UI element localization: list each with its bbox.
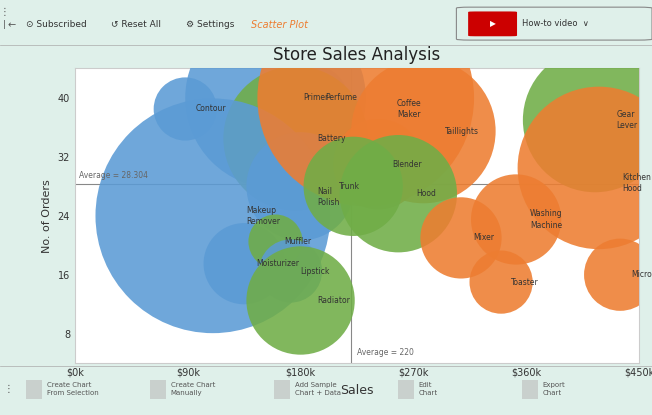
Point bbox=[271, 238, 281, 245]
Text: |: | bbox=[3, 20, 6, 29]
Point bbox=[418, 128, 428, 134]
FancyBboxPatch shape bbox=[274, 380, 290, 399]
Point bbox=[361, 95, 371, 101]
Title: Store Sales Analysis: Store Sales Analysis bbox=[273, 46, 441, 64]
Text: Create Chart
Manually: Create Chart Manually bbox=[171, 382, 215, 396]
Text: Primer: Primer bbox=[303, 93, 329, 103]
FancyBboxPatch shape bbox=[150, 380, 166, 399]
Point bbox=[286, 268, 296, 274]
Text: ⊙ Subscribed: ⊙ Subscribed bbox=[26, 20, 87, 29]
Text: Average = 28.304: Average = 28.304 bbox=[79, 171, 148, 180]
Point bbox=[207, 212, 218, 219]
Point bbox=[180, 106, 190, 112]
FancyBboxPatch shape bbox=[456, 7, 652, 40]
FancyBboxPatch shape bbox=[468, 12, 517, 36]
Point bbox=[348, 183, 359, 190]
Text: Lipstick: Lipstick bbox=[301, 266, 330, 276]
FancyBboxPatch shape bbox=[398, 380, 414, 399]
Point bbox=[373, 161, 383, 168]
Point bbox=[590, 117, 600, 123]
Text: Makeup
Remover: Makeup Remover bbox=[246, 206, 280, 226]
Point bbox=[310, 95, 321, 101]
Text: Contour: Contour bbox=[196, 105, 226, 113]
Text: Taillights: Taillights bbox=[445, 127, 479, 136]
Text: Scatter Plot: Scatter Plot bbox=[251, 20, 308, 30]
Text: Export
Chart: Export Chart bbox=[542, 382, 565, 396]
Text: Nail
Polish: Nail Polish bbox=[317, 187, 339, 208]
Text: How-to video  ∨: How-to video ∨ bbox=[522, 20, 589, 28]
Text: ↺ Reset All: ↺ Reset All bbox=[111, 20, 161, 29]
Text: Washing
Machine: Washing Machine bbox=[530, 210, 563, 229]
Text: Gear
Lever: Gear Lever bbox=[616, 110, 638, 130]
Text: Kitchen
Hood: Kitchen Hood bbox=[623, 173, 651, 193]
Point bbox=[593, 165, 604, 171]
Text: Coffee
Maker: Coffee Maker bbox=[397, 99, 422, 119]
Text: Trunk: Trunk bbox=[340, 182, 361, 191]
Y-axis label: No. of Orders: No. of Orders bbox=[42, 179, 52, 253]
X-axis label: Sales: Sales bbox=[340, 383, 374, 397]
Text: Mixer: Mixer bbox=[473, 233, 494, 242]
Text: Radiator: Radiator bbox=[317, 296, 349, 305]
Point bbox=[239, 260, 249, 267]
Point bbox=[295, 297, 306, 304]
Text: Battery: Battery bbox=[317, 134, 346, 143]
Text: Perfume: Perfume bbox=[325, 93, 357, 103]
Text: ▶: ▶ bbox=[490, 20, 496, 28]
Text: Muffler: Muffler bbox=[284, 237, 312, 246]
Text: ⚙ Settings: ⚙ Settings bbox=[186, 20, 234, 29]
Point bbox=[393, 190, 404, 197]
Point bbox=[456, 234, 466, 241]
Text: Add Sample
Chart + Data: Add Sample Chart + Data bbox=[295, 382, 341, 396]
Point bbox=[496, 279, 507, 286]
Point bbox=[271, 95, 281, 101]
Text: ⋮: ⋮ bbox=[3, 384, 13, 394]
Text: Microwave: Microwave bbox=[631, 270, 652, 279]
Text: ⋮: ⋮ bbox=[0, 7, 10, 17]
Point bbox=[295, 183, 306, 190]
Text: Toaster: Toaster bbox=[511, 278, 539, 287]
Text: Moisturizer: Moisturizer bbox=[257, 259, 300, 268]
FancyBboxPatch shape bbox=[26, 380, 42, 399]
Text: Blender: Blender bbox=[392, 160, 422, 169]
Point bbox=[615, 271, 625, 278]
Text: ←: ← bbox=[8, 20, 16, 30]
Text: Average = 220: Average = 220 bbox=[357, 348, 414, 357]
Text: Edit
Chart: Edit Chart bbox=[419, 382, 437, 396]
Text: Create Chart
From Selection: Create Chart From Selection bbox=[47, 382, 98, 396]
FancyBboxPatch shape bbox=[522, 380, 538, 399]
Point bbox=[290, 135, 301, 142]
Text: Hood: Hood bbox=[416, 189, 436, 198]
Point bbox=[511, 216, 522, 223]
